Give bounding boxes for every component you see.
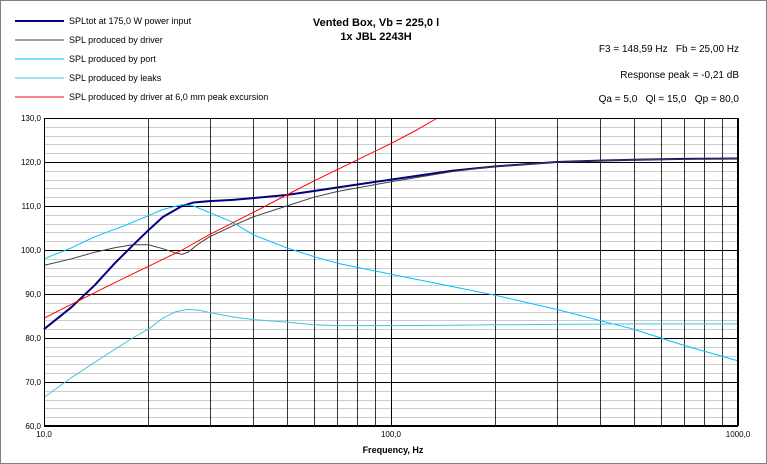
legend-label: SPL produced by leaks <box>69 73 162 83</box>
x-tick-label: 1000,0 <box>726 430 751 439</box>
legend-label: SPL produced by driver at 6,0 mm peak ex… <box>69 92 268 102</box>
y-tick-label: 120,0 <box>21 158 42 167</box>
legend-label: SPLtot at 175,0 W power input <box>69 16 192 26</box>
x-tick-label: 10,0 <box>36 430 52 439</box>
legend: SPLtot at 175,0 W power input SPL produce… <box>15 16 268 102</box>
annotations: F3 = 148,59 Hz Fb = 25,00 Hz Response pea… <box>599 44 740 105</box>
annotation-text: Response peak = -0,21 dB <box>620 70 739 81</box>
grid <box>44 118 739 427</box>
series-group <box>43 117 739 398</box>
legend-label: SPL produced by driver <box>69 35 163 45</box>
series-line-2 <box>43 157 739 266</box>
series-line-4 <box>43 308 738 398</box>
y-tick-label: 110,0 <box>22 202 42 211</box>
y-tick-label: 100,0 <box>21 246 42 255</box>
y-tick-label: 90,0 <box>25 290 41 299</box>
plot-border <box>44 118 738 426</box>
x-tick-labels: 10,0 100,0 1000,0 <box>36 430 751 439</box>
y-tick-labels: 60,0 70,0 80,0 90,0 100,0 110,0 120,0 130,0 <box>21 114 42 431</box>
series-line-5 <box>43 117 438 319</box>
legend-label: SPL produced by port <box>69 54 156 64</box>
y-tick-label: 80,0 <box>25 334 41 343</box>
y-tick-label: 70,0 <box>25 378 41 387</box>
series-line-3 <box>43 204 739 362</box>
annotation-text: Qa = 5,0 Ql = 15,0 Qp = 80,0 <box>599 94 740 105</box>
y-tick-label: 60,0 <box>25 422 41 431</box>
annotation-text: F3 = 148,59 Hz Fb = 25,00 Hz <box>599 44 739 55</box>
x-tick-label: 100,0 <box>381 430 402 439</box>
x-axis-label: Frequency, Hz <box>363 445 424 455</box>
chart-title: Vented Box, Vb = 225,0 l <box>313 17 439 29</box>
chart-subtitle: 1x JBL 2243H <box>340 31 411 43</box>
y-tick-label: 130,0 <box>21 114 42 123</box>
